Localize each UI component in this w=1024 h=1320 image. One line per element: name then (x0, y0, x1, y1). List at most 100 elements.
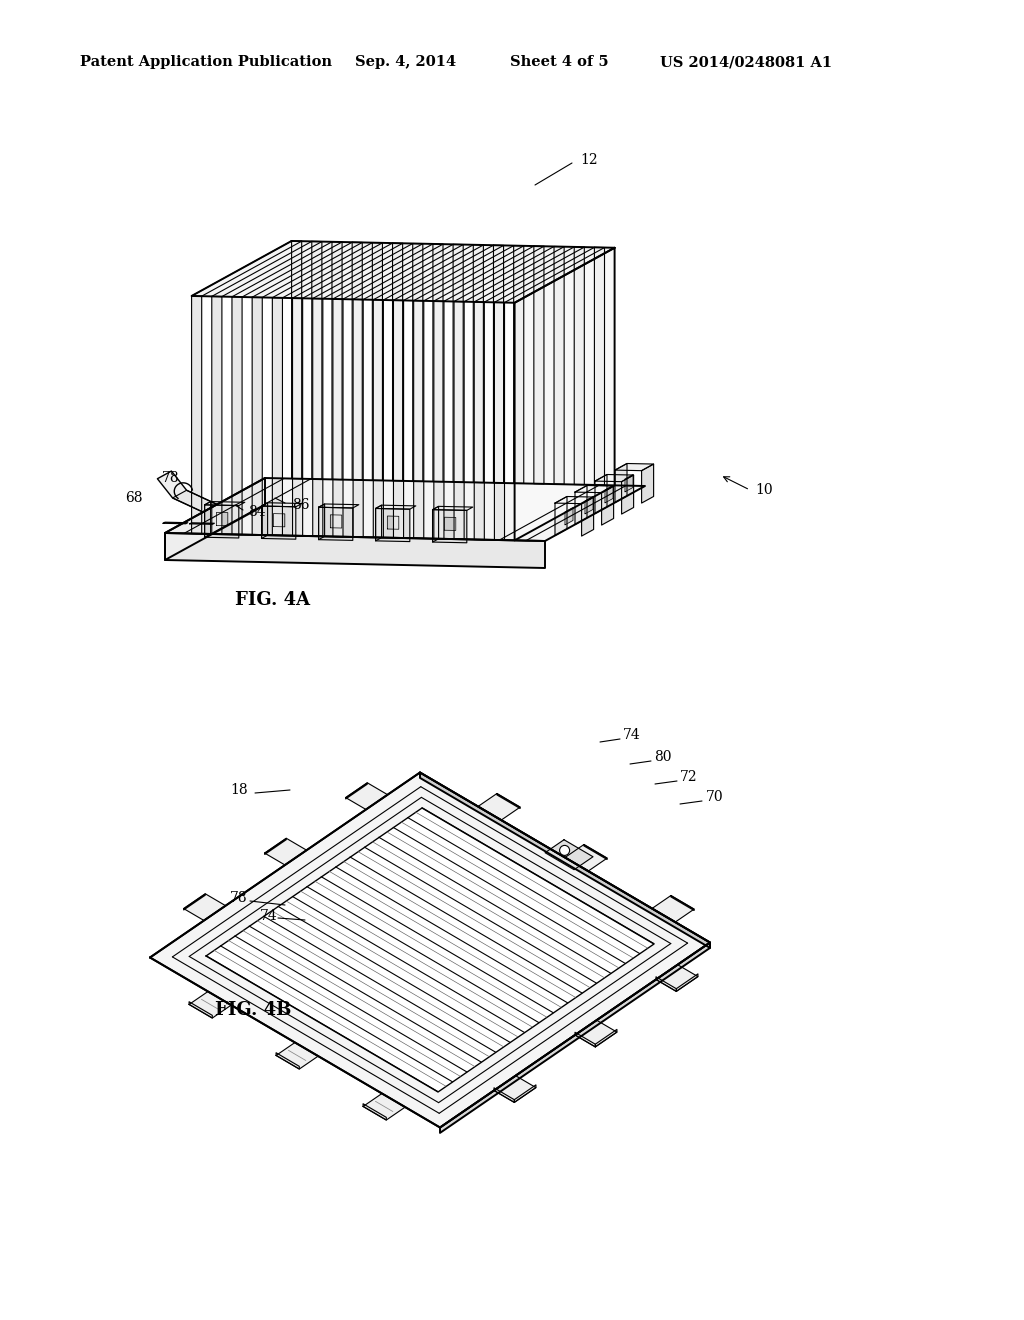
Polygon shape (434, 301, 444, 539)
Polygon shape (374, 300, 383, 537)
Polygon shape (205, 502, 211, 537)
Polygon shape (205, 504, 239, 539)
Polygon shape (318, 507, 353, 540)
Polygon shape (273, 513, 285, 527)
Polygon shape (473, 244, 483, 483)
Polygon shape (494, 1076, 536, 1102)
Polygon shape (331, 515, 342, 528)
Polygon shape (191, 242, 614, 302)
Polygon shape (352, 243, 362, 480)
Polygon shape (261, 503, 302, 507)
Text: 78: 78 (230, 891, 248, 906)
Polygon shape (575, 1032, 595, 1047)
Polygon shape (189, 523, 214, 524)
Polygon shape (615, 463, 653, 471)
Polygon shape (585, 496, 593, 513)
Polygon shape (261, 503, 267, 539)
Text: 70: 70 (706, 789, 724, 804)
Text: 68: 68 (125, 491, 142, 506)
Text: 86: 86 (292, 498, 309, 512)
Polygon shape (393, 300, 403, 539)
Polygon shape (414, 301, 424, 539)
Polygon shape (514, 1085, 536, 1102)
Polygon shape (346, 783, 368, 799)
Polygon shape (582, 498, 594, 536)
Polygon shape (376, 506, 416, 510)
Polygon shape (191, 296, 202, 533)
Polygon shape (183, 894, 225, 920)
Text: 10: 10 (755, 483, 773, 498)
Text: 74: 74 (260, 909, 278, 923)
Polygon shape (376, 508, 410, 541)
Polygon shape (332, 242, 342, 479)
Polygon shape (495, 302, 505, 540)
Text: FIG. 4A: FIG. 4A (234, 591, 310, 609)
Polygon shape (232, 297, 242, 535)
Polygon shape (605, 486, 613, 503)
Polygon shape (478, 793, 520, 820)
Polygon shape (293, 298, 303, 536)
Polygon shape (432, 507, 438, 543)
Polygon shape (205, 502, 245, 506)
Polygon shape (165, 478, 265, 560)
Polygon shape (565, 507, 573, 525)
Polygon shape (575, 486, 587, 524)
Polygon shape (545, 840, 593, 870)
Polygon shape (373, 243, 382, 480)
Polygon shape (454, 301, 464, 540)
Polygon shape (602, 486, 613, 525)
Polygon shape (346, 783, 388, 809)
Polygon shape (261, 506, 296, 539)
Polygon shape (622, 475, 634, 513)
Text: Patent Application Publication: Patent Application Publication (80, 55, 332, 69)
Polygon shape (656, 977, 676, 991)
Polygon shape (534, 246, 544, 484)
Polygon shape (497, 793, 520, 808)
Polygon shape (474, 302, 484, 540)
Polygon shape (555, 496, 567, 536)
Polygon shape (420, 772, 710, 948)
Polygon shape (392, 243, 402, 480)
Polygon shape (311, 242, 322, 479)
Polygon shape (163, 523, 187, 524)
Polygon shape (413, 243, 423, 482)
Polygon shape (264, 838, 287, 854)
Polygon shape (353, 300, 364, 537)
Polygon shape (206, 808, 654, 1092)
Text: 74: 74 (623, 729, 641, 742)
Polygon shape (494, 1088, 514, 1102)
Polygon shape (364, 1093, 406, 1121)
Polygon shape (595, 474, 607, 513)
Polygon shape (440, 942, 710, 1133)
Polygon shape (432, 507, 473, 511)
Polygon shape (312, 298, 323, 536)
Polygon shape (584, 845, 607, 859)
Polygon shape (554, 247, 564, 484)
Polygon shape (318, 504, 358, 508)
Polygon shape (333, 298, 343, 537)
Text: 78: 78 (162, 471, 179, 484)
Polygon shape (594, 247, 604, 486)
Polygon shape (565, 845, 607, 871)
Polygon shape (318, 504, 325, 540)
Text: 12: 12 (580, 153, 598, 168)
Polygon shape (574, 247, 585, 484)
Text: FIG. 4B: FIG. 4B (215, 1001, 292, 1019)
Polygon shape (514, 246, 523, 483)
Polygon shape (292, 242, 302, 479)
Polygon shape (625, 474, 633, 492)
Text: 84: 84 (248, 506, 265, 519)
Text: 80: 80 (654, 750, 672, 764)
Polygon shape (595, 474, 634, 482)
Polygon shape (189, 991, 231, 1018)
Polygon shape (433, 244, 443, 482)
Polygon shape (555, 496, 594, 504)
Polygon shape (652, 895, 694, 923)
Circle shape (559, 845, 569, 855)
Polygon shape (158, 471, 217, 512)
Polygon shape (575, 486, 613, 492)
Polygon shape (376, 506, 382, 541)
Polygon shape (252, 297, 262, 535)
Polygon shape (387, 516, 398, 529)
Polygon shape (276, 1043, 318, 1069)
